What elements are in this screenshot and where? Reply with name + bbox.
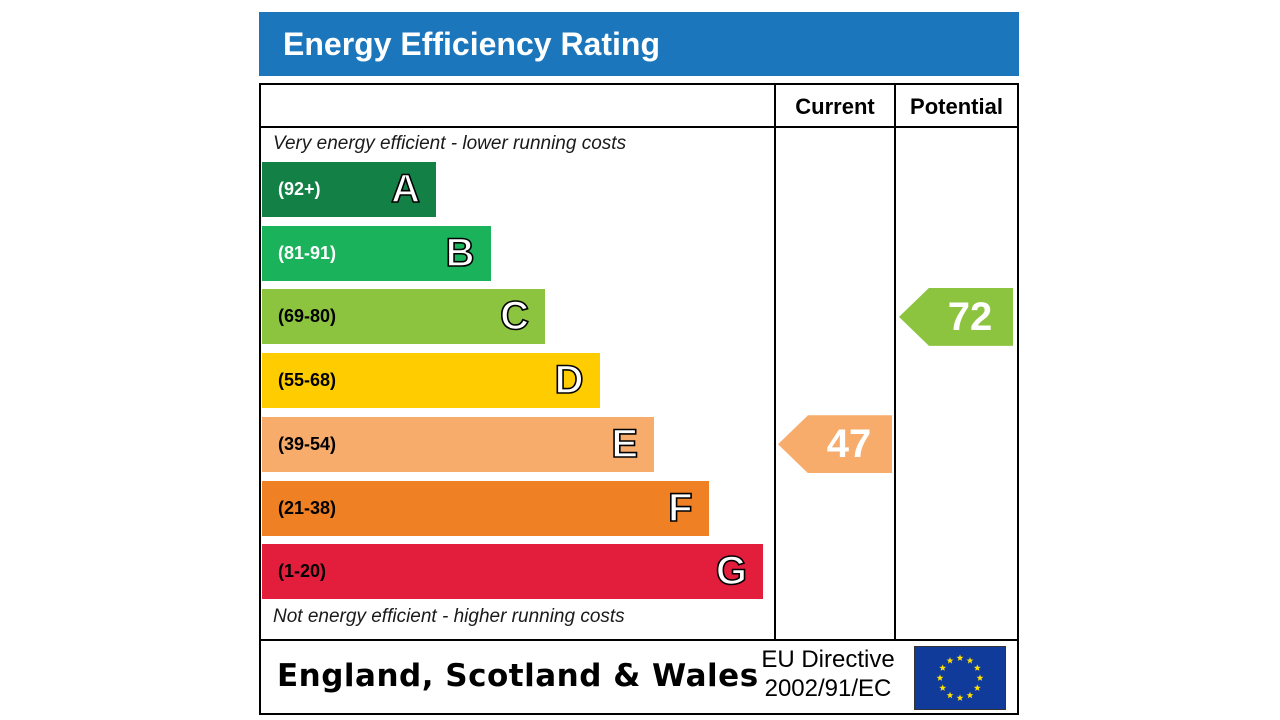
top-caption: Very energy efficient - lower running co… (273, 133, 627, 154)
current-rating-value: 47 (826, 422, 872, 467)
footer-divider (259, 639, 1019, 641)
band-range-label: (69-80) (278, 306, 337, 327)
eu-star-icon (946, 657, 954, 664)
band-c: (69-80) C (262, 289, 545, 345)
eu-star-icon (946, 691, 954, 699)
eu-flag-icon (914, 646, 1006, 710)
eu-directive-number: 2002/91/EC (764, 675, 892, 702)
rating-table (259, 83, 1019, 715)
band-range-label: (39-54) (278, 433, 337, 454)
current-column-header: Current (795, 94, 875, 119)
eu-star-icon (956, 694, 964, 701)
eu-star-icon (976, 674, 984, 681)
band-range-label: (92+) (278, 179, 321, 199)
band-letter: B (445, 230, 475, 276)
potential-column-divider (894, 83, 896, 641)
band-range-label: (55-68) (278, 370, 337, 391)
eu-star-icon (966, 691, 974, 699)
current-column-divider (774, 83, 776, 641)
title-bar: Energy Efficiency Rating (259, 12, 1019, 76)
eu-directive-line1: EU Directive (761, 646, 895, 673)
band-d: (55-68) D (262, 353, 600, 409)
region-label: England, Scotland & Wales (277, 658, 759, 694)
bottom-caption: Not energy efficient - higher running co… (273, 606, 625, 627)
eu-star-icon (936, 674, 944, 681)
band-b: (81-91) B (262, 225, 491, 281)
eu-directive: EU Directive 2002/91/EC (752, 645, 904, 703)
band-letter: E (611, 421, 639, 467)
chart-title: Energy Efficiency Rating (283, 26, 660, 62)
eu-star-icon (966, 657, 974, 664)
band-letter: G (715, 548, 748, 594)
eu-star-icon (939, 664, 947, 671)
eu-stars (936, 654, 984, 701)
eu-star-icon (973, 664, 981, 671)
band-e: (39-54) E (262, 416, 654, 472)
band-letter: D (554, 357, 584, 403)
band-a: (92+) A (262, 162, 436, 217)
potential-column-header: Potential (910, 94, 1003, 119)
band-g: (1-20) G (262, 544, 763, 600)
eu-star-icon (939, 684, 947, 691)
band-f: (21-38) F (262, 480, 709, 536)
band-letter: F (667, 485, 693, 531)
band-range-label: (1-20) (278, 561, 327, 582)
eu-star-icon (956, 654, 964, 661)
potential-rating-value: 72 (947, 294, 993, 339)
band-letter: A (390, 166, 420, 212)
band-range-label: (81-91) (278, 242, 337, 263)
header-divider (259, 126, 1019, 128)
eu-star-icon (973, 684, 981, 691)
band-range-label: (21-38) (278, 497, 337, 518)
band-letter: C (499, 294, 529, 340)
